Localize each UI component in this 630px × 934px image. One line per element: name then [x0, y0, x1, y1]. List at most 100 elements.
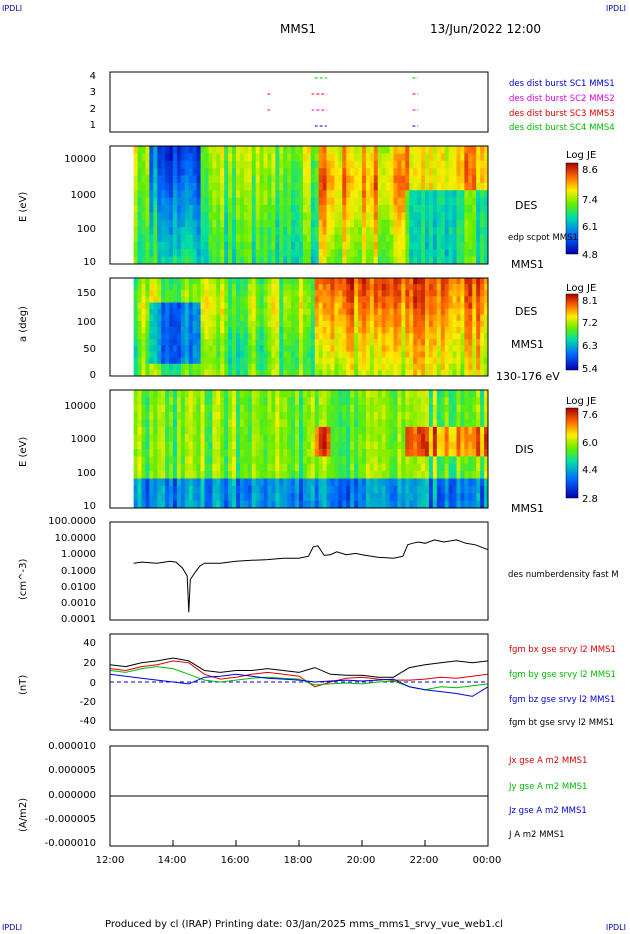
spectrogram-cell	[243, 308, 249, 316]
spectrogram-cell	[259, 153, 265, 162]
spectrogram-cell	[444, 369, 450, 377]
spectrogram-cell	[440, 463, 446, 472]
spectrogram-cell	[460, 146, 465, 154]
spectrogram-cell	[413, 308, 418, 316]
spectrogram-cell	[436, 320, 442, 328]
spectrogram-cell	[251, 249, 257, 258]
spectrogram-cell	[279, 471, 284, 480]
spectrogram-cell	[393, 182, 398, 191]
spectrogram-cell	[192, 333, 198, 340]
spectrogram-cell	[354, 314, 359, 322]
spectrogram-cell	[476, 426, 481, 435]
spectrogram-cell	[425, 463, 430, 472]
spectrogram-cell	[165, 485, 170, 494]
spectrogram-cell	[224, 205, 229, 213]
spectrogram-cell	[216, 478, 221, 487]
spectrogram-cell	[393, 212, 398, 221]
y-tick-label: 0.0100	[61, 582, 96, 593]
spectrogram-cell	[212, 369, 217, 377]
spectrogram-cell	[153, 426, 158, 435]
spectrogram-cell	[200, 369, 205, 377]
spectrogram-cell	[480, 339, 485, 346]
spectrogram-cell	[413, 339, 418, 346]
spectrogram-cell	[263, 339, 268, 346]
spectrogram-cell	[472, 212, 477, 221]
spectrogram-cell	[259, 241, 265, 250]
spectrogram-cell	[326, 412, 331, 421]
spectrogram-cell	[188, 168, 194, 177]
spectrogram-cell	[200, 339, 205, 346]
spectrogram-cell	[247, 190, 253, 199]
spectrogram-cell	[326, 284, 331, 291]
spectrogram-cell	[480, 212, 485, 221]
spectrogram-cell	[428, 160, 434, 169]
spectrogram-cell	[196, 219, 202, 228]
legend-entry: fgm by gse srvy l2 MMS1	[509, 670, 616, 680]
spectrogram-cell	[460, 345, 465, 353]
spectrogram-cell	[409, 212, 414, 221]
spectrogram-cell	[409, 278, 414, 285]
spectrogram-cell	[188, 284, 194, 291]
spectrogram-cell	[373, 404, 379, 413]
spectrogram-cell	[255, 153, 261, 162]
spectrogram-cell	[173, 168, 178, 177]
spectrogram-cell	[314, 357, 320, 365]
spectrogram-cell	[216, 339, 221, 346]
spectrogram-cell	[263, 284, 268, 291]
spectrogram-cell	[417, 357, 422, 365]
spectrogram-cell	[346, 212, 351, 221]
spectrogram-cell	[267, 369, 272, 377]
spectrogram-cell	[405, 153, 410, 162]
spectrogram-cell	[259, 278, 265, 285]
spectrogram-cell	[369, 434, 375, 443]
spectrogram-cell	[413, 456, 418, 465]
spectrogram-cell	[271, 345, 276, 353]
spectrogram-cell	[184, 441, 190, 450]
spectrogram-cell	[255, 308, 261, 316]
spectrogram-cell	[362, 296, 367, 304]
spectrogram-cell	[279, 205, 284, 213]
spectrogram-cell	[397, 357, 402, 365]
spectrogram-cell	[326, 314, 331, 322]
spectrogram-cell	[362, 197, 367, 206]
spectrogram-cell	[176, 345, 182, 353]
spectrogram-cell	[432, 478, 438, 487]
spectrogram-cell	[397, 449, 402, 457]
spectrogram-cell	[405, 397, 410, 406]
spectrogram-cell	[287, 234, 292, 243]
spectrogram-cell	[224, 412, 229, 421]
spectrogram-cell	[405, 212, 410, 221]
spectrogram-cell	[259, 146, 265, 154]
y-tick-label: 10.0000	[54, 533, 96, 544]
spectrogram-cell	[401, 327, 406, 334]
spectrogram-cell	[247, 284, 253, 291]
spectrogram-cell	[318, 333, 324, 340]
spectrogram-cell	[232, 284, 237, 291]
spectrogram-cell	[208, 397, 213, 406]
spectrogram-cell	[362, 256, 367, 265]
spectrogram-cell	[346, 320, 351, 328]
spectrogram-cell	[184, 339, 190, 346]
spectrogram-cell	[330, 327, 335, 334]
spectrogram-cell	[369, 146, 375, 154]
spectrogram-cell	[196, 197, 202, 206]
spectrogram-cell	[165, 412, 170, 421]
spectrogram-cell	[322, 190, 328, 199]
spectrogram-cell	[346, 234, 351, 243]
spectrogram-cell	[259, 175, 265, 184]
spectrogram-cell	[436, 249, 442, 258]
spectrogram-cell	[428, 249, 434, 258]
spectrogram-cell	[428, 182, 434, 191]
spectrogram-cell	[436, 351, 442, 359]
spectrogram-cell	[452, 168, 457, 177]
spectrogram-cell	[334, 290, 339, 297]
spectrogram-cell	[180, 205, 186, 213]
spectrogram-cell	[464, 212, 469, 221]
spectrogram-cell	[464, 284, 469, 291]
spectrogram-cell	[224, 345, 229, 353]
spectrogram-cell	[137, 190, 142, 199]
spectrogram-cell	[401, 296, 406, 304]
spectrogram-cell	[287, 296, 292, 304]
spectrogram-cell	[295, 369, 300, 377]
spectrogram-cell	[468, 404, 473, 413]
